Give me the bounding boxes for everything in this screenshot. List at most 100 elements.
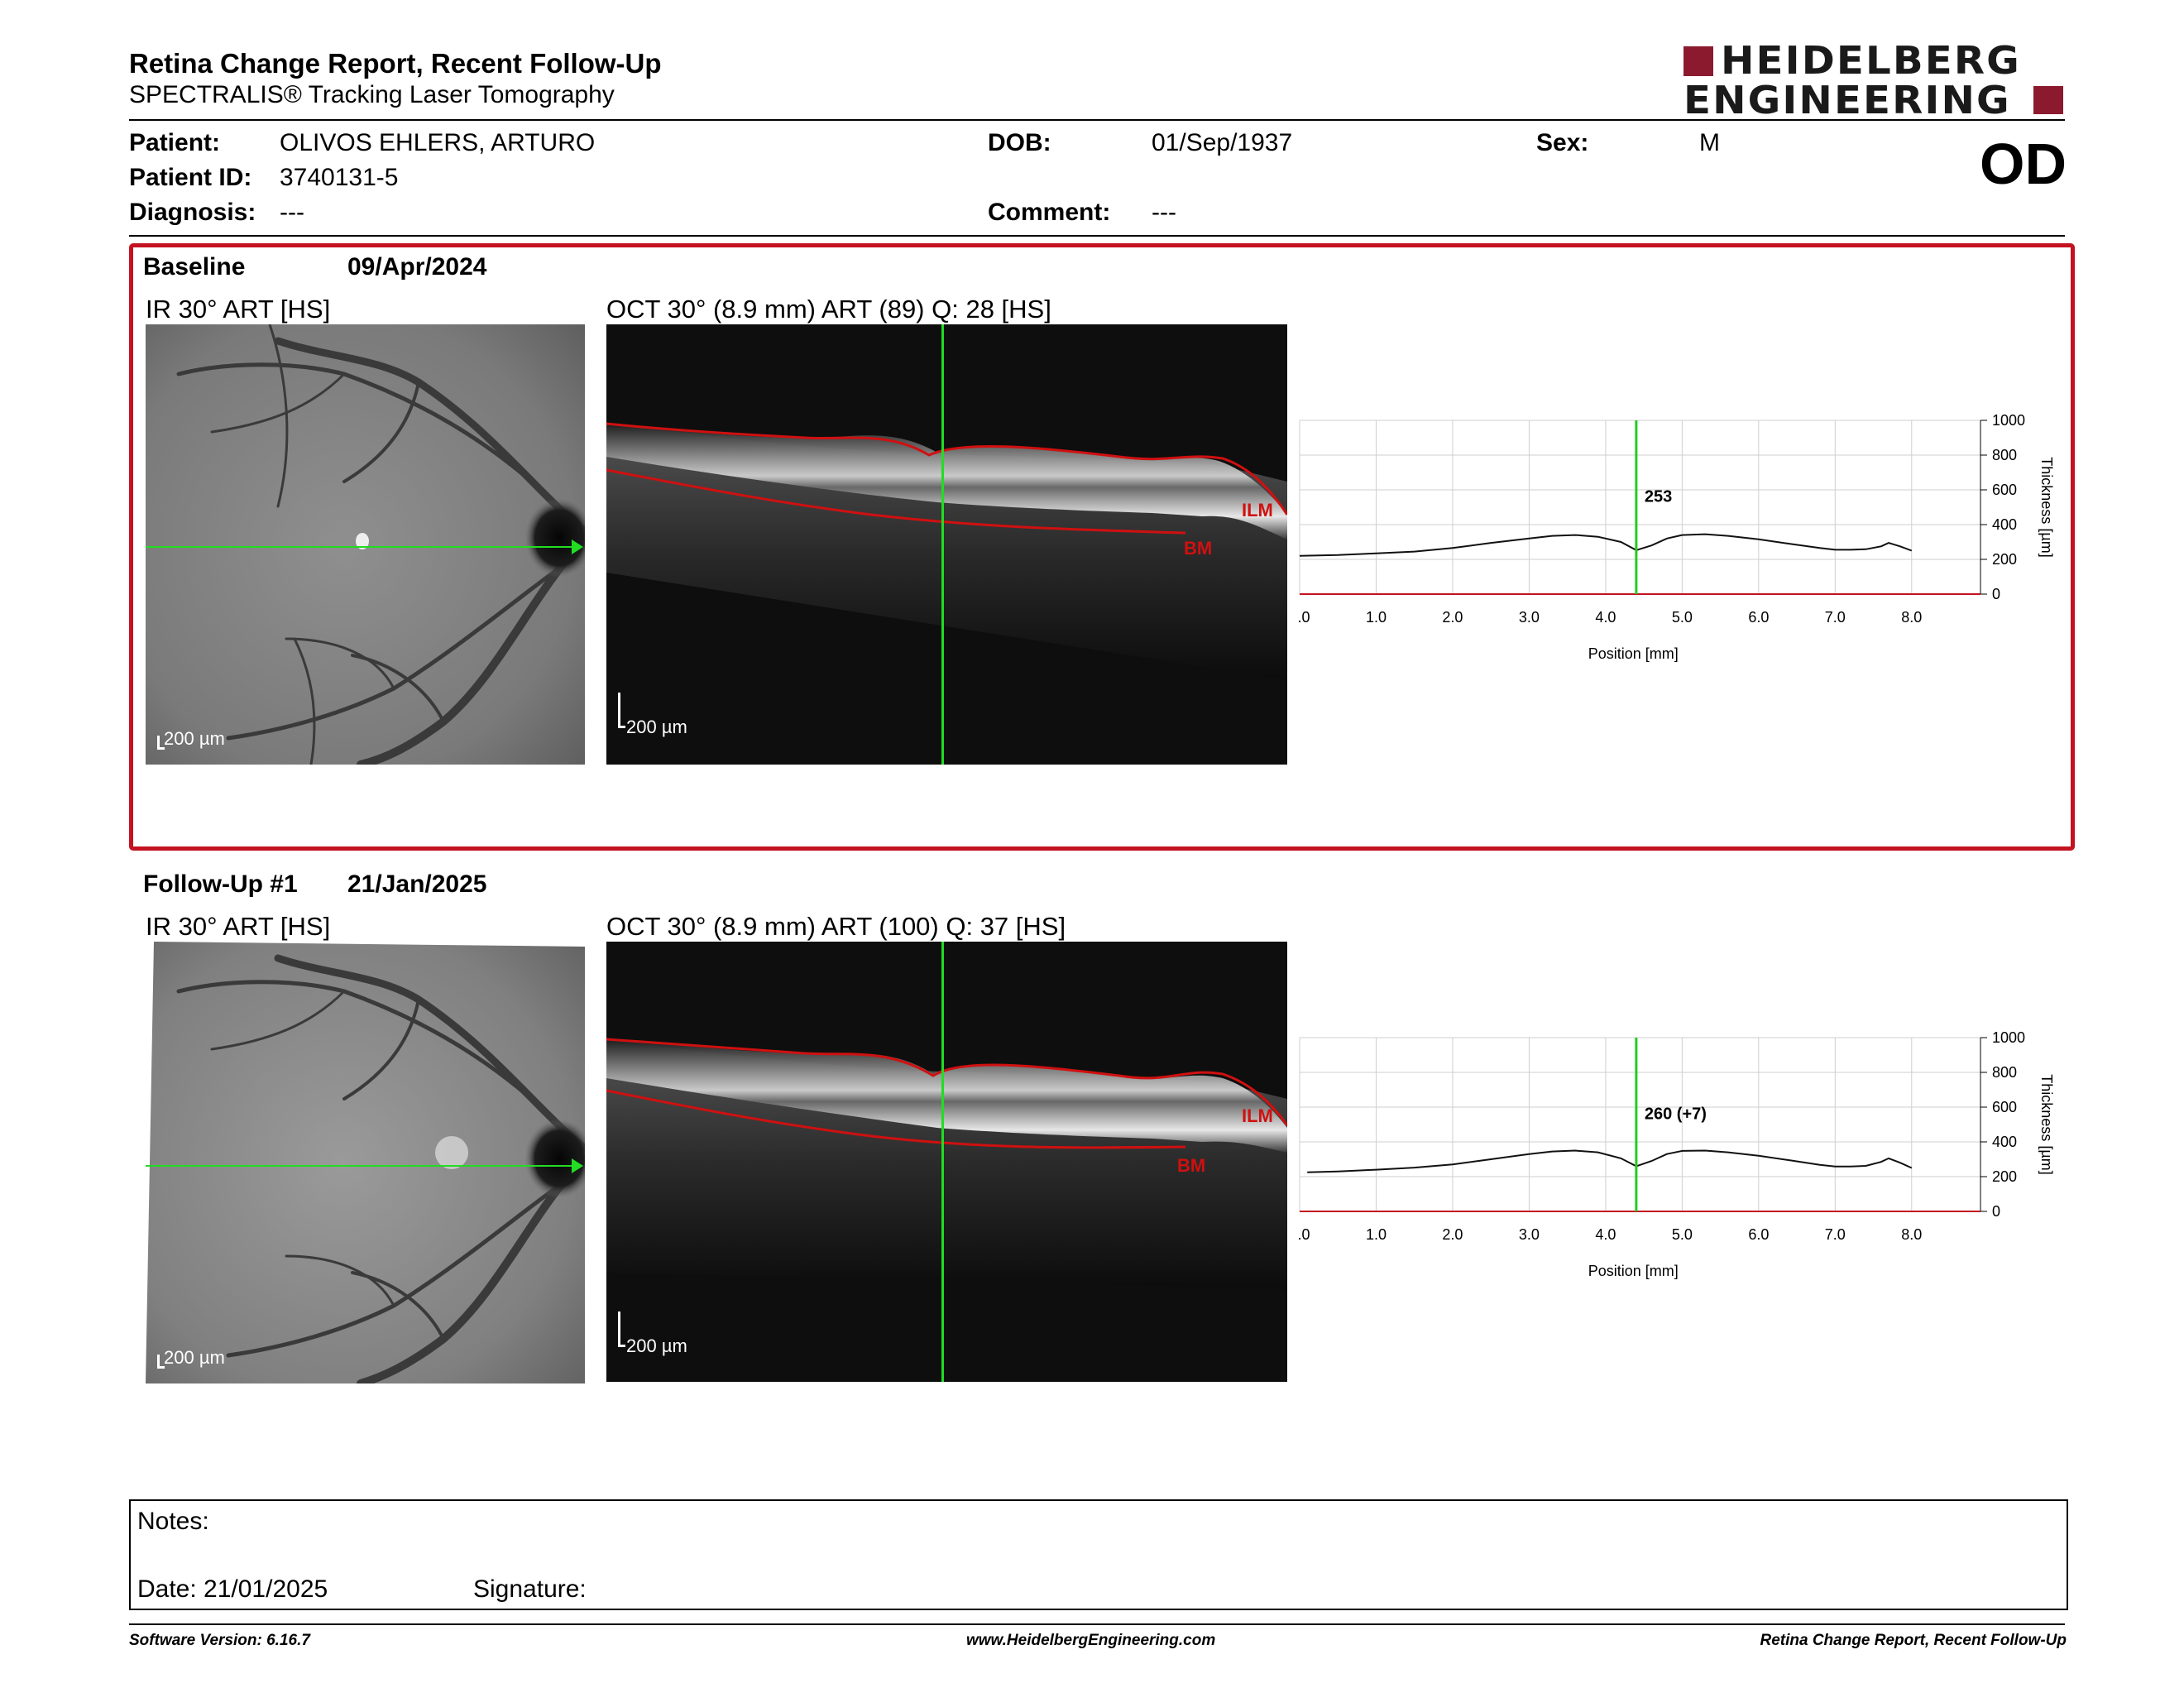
chart-x-tick-label: 1.0	[1366, 1226, 1387, 1243]
comment-label: Comment:	[988, 199, 1111, 226]
baseline-bm-label: BM	[1184, 538, 1212, 559]
notes-date: Date: 21/01/2025	[137, 1575, 328, 1603]
baseline-ir-caption: IR 30° ART [HS]	[146, 295, 331, 324]
followup-ir-fundus-image: 200 µm	[146, 942, 585, 1383]
chart-x-tick-label: 0.0	[1299, 1226, 1310, 1243]
chart-y-tick-label: 800	[1992, 447, 2017, 463]
header-divider	[129, 119, 2065, 121]
patient-label: Patient:	[129, 129, 221, 156]
notes-box[interactable]: Notes: Date: 21/01/2025 Signature:	[129, 1499, 2068, 1610]
comment-value: ---	[1152, 199, 1176, 226]
followup-oct-bscan-image: ILM BM 200 µm	[606, 942, 1287, 1382]
chart-y-tick-label: 200	[1992, 551, 2017, 568]
eye-indicator: OD	[1980, 132, 2067, 196]
baseline-section	[129, 243, 2075, 851]
chart-x-axis-label: Position [mm]	[1588, 1263, 1679, 1279]
followup-bm-label: BM	[1177, 1155, 1205, 1176]
baseline-ilm-label: ILM	[1242, 500, 1273, 520]
patient-name: OLIVOS EHLERS, ARTURO	[280, 129, 596, 156]
chart-x-tick-label: 1.0	[1366, 609, 1387, 626]
baseline-oct-scale-label: 200 µm	[626, 717, 687, 737]
logo-square-bottom	[2033, 86, 2063, 114]
chart-thickness-line	[1299, 533, 1913, 557]
chart-marker-value: 260 (+7)	[1645, 1105, 1707, 1124]
scan-direction-arrow-icon	[572, 539, 583, 554]
chart-x-tick-label: 3.0	[1519, 609, 1540, 626]
baseline-ir-scale: 200 µm	[157, 728, 225, 750]
chart-y-tick-label: 0	[1992, 1203, 2000, 1220]
chart-y-axis-label: Thickness [µm]	[2038, 1074, 2055, 1174]
footer-software-version: Software Version: 6.16.7	[129, 1632, 310, 1649]
diagnosis-value: ---	[280, 199, 304, 226]
chart-x-tick-label: 6.0	[1748, 609, 1769, 626]
report-title: Retina Change Report, Recent Follow-Up	[129, 48, 662, 79]
chart-x-tick-label: 4.0	[1595, 609, 1616, 626]
scan-direction-arrow-icon	[572, 1158, 583, 1173]
chart-x-tick-label: 2.0	[1442, 1226, 1463, 1243]
footer-website: www.HeidelbergEngineering.com	[966, 1632, 1216, 1649]
chart-x-tick-label: 6.0	[1748, 1226, 1769, 1243]
signature-label: Signature:	[473, 1575, 587, 1603]
chart-x-tick-label: 0.0	[1299, 609, 1310, 626]
baseline-oct-caption: OCT 30° (8.9 mm) ART (89) Q: 28 [HS]	[606, 295, 1051, 324]
chart-x-tick-label: 3.0	[1519, 1226, 1540, 1243]
chart-y-tick-label: 200	[1992, 1168, 2017, 1185]
chart-plot-area	[1299, 420, 1981, 595]
followup-label: Follow-Up #1	[143, 870, 298, 898]
chart-x-tick-label: 7.0	[1825, 1226, 1846, 1243]
chart-y-tick-label: 0	[1992, 586, 2000, 602]
chart-y-tick-label: 600	[1992, 482, 2017, 498]
logo-square-top	[1684, 46, 1713, 76]
baseline-ir-scale-label: 200 µm	[164, 728, 225, 749]
patient-id: 3740131-5	[280, 164, 399, 191]
footer-divider	[129, 1623, 2065, 1625]
chart-x-tick-label: 7.0	[1825, 609, 1846, 626]
dob-label: DOB:	[988, 129, 1051, 156]
chart-y-tick-label: 1000	[1992, 1029, 2025, 1046]
baseline-ir-fundus-image: 200 µm	[146, 324, 585, 765]
chart-x-tick-label: 8.0	[1901, 609, 1922, 626]
chart-x-tick-label: 5.0	[1672, 609, 1693, 626]
followup-oct-scale: 200 µm	[618, 1312, 687, 1356]
chart-thickness-line	[1307, 1149, 1913, 1173]
diagnosis-label: Diagnosis:	[129, 199, 256, 226]
baseline-label: Baseline	[143, 253, 246, 281]
chart-x-tick-label: 2.0	[1442, 609, 1463, 626]
sex-value: M	[1699, 129, 1720, 156]
followup-ir-scale-label: 200 µm	[164, 1347, 225, 1368]
chart-x-tick-label: 8.0	[1901, 1226, 1922, 1243]
chart-y-tick-label: 400	[1992, 516, 2017, 533]
report-subtitle: SPECTRALIS® Tracking Laser Tomography	[129, 81, 615, 108]
patient-divider	[129, 235, 2065, 237]
baseline-date: 09/Apr/2024	[347, 253, 487, 281]
sex-label: Sex:	[1536, 129, 1589, 156]
followup-ir-caption: IR 30° ART [HS]	[146, 912, 331, 941]
baseline-thickness-chart: 0.0 1.0 2.0 3.0 4.0 5.0 6.0 7.0 8.0 0 200 400 600 800…	[1299, 412, 2055, 662]
chart-y-tick-label: 400	[1992, 1134, 2017, 1150]
chart-y-tick-label: 600	[1992, 1099, 2017, 1115]
followup-ir-scale: 200 µm	[157, 1347, 225, 1369]
baseline-oct-scale: 200 µm	[618, 693, 687, 737]
patient-id-label: Patient ID:	[129, 164, 252, 191]
followup-thickness-chart: 0.0 1.0 2.0 3.0 4.0 5.0 6.0 7.0 8.0 0 200 400 600 800…	[1299, 1029, 2055, 1279]
footer-report-name: Retina Change Report, Recent Follow-Up	[1760, 1632, 2067, 1649]
followup-oct-caption: OCT 30° (8.9 mm) ART (100) Q: 37 [HS]	[606, 912, 1066, 941]
chart-x-axis-label: Position [mm]	[1588, 645, 1679, 662]
logo-text-line2: ENGINEERING	[1684, 78, 2011, 122]
chart-marker-value: 253	[1645, 488, 1672, 506]
followup-date: 21/Jan/2025	[347, 870, 487, 898]
baseline-oct-bscan-image: ILM BM 200 µm	[606, 324, 1287, 765]
chart-plot-area	[1299, 1037, 1981, 1212]
chart-y-tick-label: 1000	[1992, 412, 2025, 429]
chart-x-tick-label: 4.0	[1595, 1226, 1616, 1243]
dob-value: 01/Sep/1937	[1152, 129, 1293, 156]
notes-label: Notes:	[137, 1508, 209, 1535]
followup-ir-scan-line	[146, 1165, 578, 1167]
chart-x-tick-label: 5.0	[1672, 1226, 1693, 1243]
followup-oct-scale-label: 200 µm	[626, 1336, 687, 1356]
chart-y-tick-label: 800	[1992, 1064, 2017, 1081]
logo-text-line1: HEIDELBERG	[1721, 38, 2021, 83]
chart-y-axis-label: Thickness [µm]	[2038, 457, 2055, 557]
followup-ilm-label: ILM	[1242, 1105, 1273, 1126]
baseline-ir-scan-line	[146, 546, 578, 548]
